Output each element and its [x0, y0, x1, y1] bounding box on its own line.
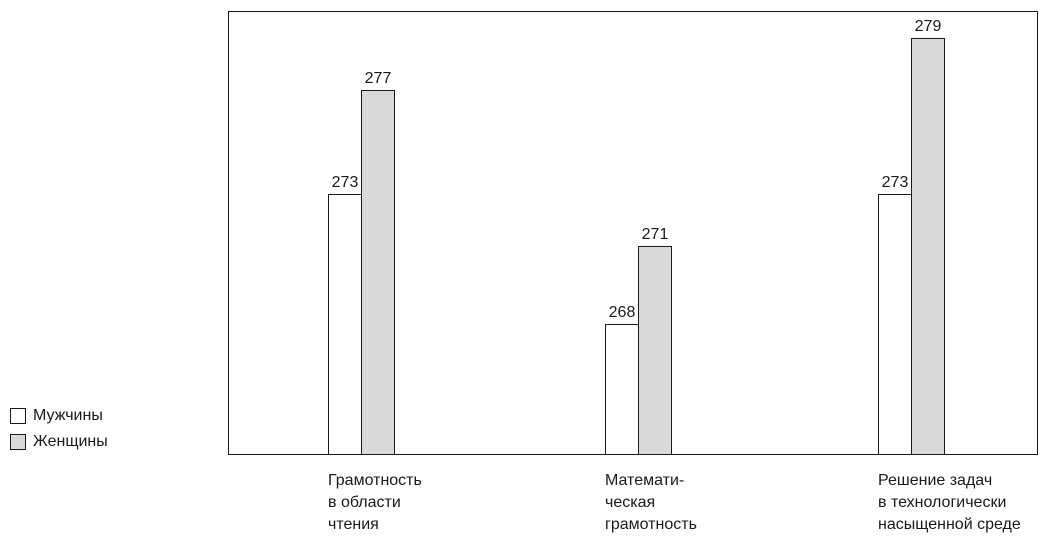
bar-men-math — [605, 324, 639, 455]
data-label-men-reading: 273 — [332, 174, 359, 191]
legend-swatch-women — [10, 434, 26, 450]
legend-label-men: Мужчины — [33, 407, 103, 424]
data-label-men-problem-solving: 273 — [882, 174, 909, 191]
bar-men-reading — [328, 194, 362, 455]
data-label-women-math: 271 — [642, 226, 669, 243]
legend-item-men: Мужчины — [10, 403, 108, 429]
legend: Мужчины Женщины — [10, 403, 108, 455]
legend-item-women: Женщины — [10, 429, 108, 455]
data-label-women-problem-solving: 279 — [915, 18, 942, 35]
category-label-problem-solving: Решение задач в технологически насыщенно… — [878, 472, 1021, 533]
bar-women-problem-solving — [911, 38, 945, 455]
data-label-men-math: 268 — [609, 304, 636, 321]
bar-men-problem-solving — [878, 194, 912, 455]
data-label-women-reading: 277 — [365, 70, 392, 87]
bar-women-reading — [361, 90, 395, 455]
bars-layer — [328, 38, 945, 455]
legend-swatch-men — [10, 408, 26, 424]
category-label-reading: Грамотность в области чтения — [328, 472, 422, 533]
legend-label-women: Женщины — [33, 433, 108, 450]
data-labels-layer: 273 277 268 271 273 279 — [332, 18, 942, 321]
bar-women-math — [638, 246, 672, 455]
category-label-math: Математи- ческая грамотность — [605, 472, 697, 533]
